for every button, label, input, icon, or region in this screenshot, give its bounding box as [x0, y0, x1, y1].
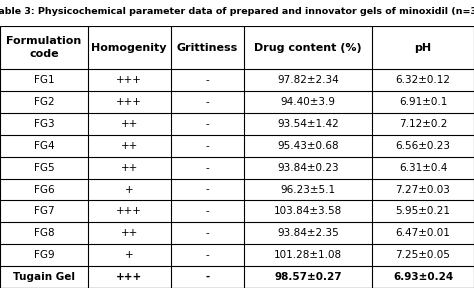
Text: 94.40±3.9: 94.40±3.9 [281, 97, 336, 107]
Text: 7.12±0.2: 7.12±0.2 [399, 119, 447, 129]
Text: +: + [125, 185, 134, 194]
Text: -: - [206, 185, 209, 194]
Text: -: - [206, 206, 209, 216]
Text: 95.43±0.68: 95.43±0.68 [277, 141, 339, 151]
Text: -: - [206, 228, 209, 238]
Text: 93.84±0.23: 93.84±0.23 [277, 163, 339, 173]
Text: -: - [206, 97, 209, 107]
Text: 6.91±0.1: 6.91±0.1 [399, 97, 447, 107]
Text: ++: ++ [120, 228, 138, 238]
Text: 5.95±0.21: 5.95±0.21 [395, 206, 451, 216]
Text: ++: ++ [120, 163, 138, 173]
Text: FG4: FG4 [34, 141, 54, 151]
Text: FG6: FG6 [34, 185, 54, 194]
Text: Tugain Gel: Tugain Gel [13, 272, 75, 282]
Text: -: - [206, 119, 209, 129]
Text: 6.93±0.24: 6.93±0.24 [393, 272, 453, 282]
Text: Drug content (%): Drug content (%) [254, 43, 362, 52]
Text: FG8: FG8 [34, 228, 54, 238]
Text: -: - [206, 250, 209, 260]
Text: 93.84±2.35: 93.84±2.35 [277, 228, 339, 238]
Text: +: + [125, 250, 134, 260]
Text: FG2: FG2 [34, 97, 54, 107]
Text: Table 3: Physicochemical parameter data of prepared and innovator gels of minoxi: Table 3: Physicochemical parameter data … [0, 7, 474, 16]
Text: FG9: FG9 [34, 250, 54, 260]
Text: 6.56±0.23: 6.56±0.23 [395, 141, 451, 151]
Text: FG7: FG7 [34, 206, 54, 216]
Text: 6.32±0.12: 6.32±0.12 [395, 75, 451, 85]
Text: 6.31±0.4: 6.31±0.4 [399, 163, 447, 173]
Text: +++: +++ [116, 272, 142, 282]
Text: 101.28±1.08: 101.28±1.08 [274, 250, 342, 260]
Text: +++: +++ [116, 206, 142, 216]
Text: 7.27±0.03: 7.27±0.03 [396, 185, 450, 194]
Text: 103.84±3.58: 103.84±3.58 [274, 206, 342, 216]
Text: -: - [206, 75, 209, 85]
Text: ++: ++ [120, 141, 138, 151]
Text: +++: +++ [116, 75, 142, 85]
Text: Homogenity: Homogenity [91, 43, 167, 52]
Text: FG3: FG3 [34, 119, 54, 129]
Text: +++: +++ [116, 97, 142, 107]
Text: Grittiness: Grittiness [177, 43, 238, 52]
Text: FG1: FG1 [34, 75, 54, 85]
Text: 97.82±2.34: 97.82±2.34 [277, 75, 339, 85]
Text: 6.47±0.01: 6.47±0.01 [396, 228, 450, 238]
Text: -: - [206, 141, 209, 151]
Text: ++: ++ [120, 119, 138, 129]
Text: pH: pH [414, 43, 432, 52]
Text: -: - [206, 163, 209, 173]
Text: 7.25±0.05: 7.25±0.05 [396, 250, 450, 260]
Text: 96.23±5.1: 96.23±5.1 [281, 185, 336, 194]
Text: 93.54±1.42: 93.54±1.42 [277, 119, 339, 129]
Text: FG5: FG5 [34, 163, 54, 173]
Text: -: - [205, 272, 210, 282]
Text: 98.57±0.27: 98.57±0.27 [274, 272, 342, 282]
Text: Formulation
code: Formulation code [6, 36, 82, 59]
